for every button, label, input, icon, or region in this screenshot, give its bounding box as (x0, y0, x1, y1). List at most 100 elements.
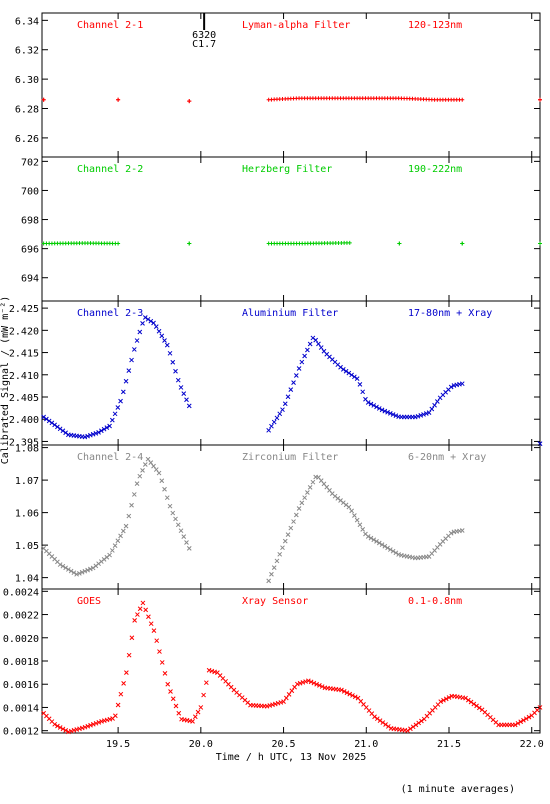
event-marker-class-label: C1.7 (192, 39, 216, 50)
y-tick-label: 1.06 (15, 509, 39, 520)
data-point (390, 412, 396, 417)
data-point (269, 571, 274, 577)
data-point (126, 652, 132, 658)
data-point (311, 680, 317, 686)
data-point (368, 401, 374, 407)
panel-frame (41, 12, 541, 158)
data-point (352, 513, 357, 518)
data-point (159, 333, 165, 339)
data-point (432, 402, 437, 408)
data-point (368, 535, 374, 541)
y-tick-label: 2.425 (9, 304, 39, 315)
data-point (156, 470, 162, 476)
panel-band-label: 120-123nm (408, 20, 462, 31)
data-point (382, 408, 388, 414)
panel-filter-label: Xray Sensor (242, 596, 308, 607)
panel-filter-label: Lyman-alpha Filter (242, 20, 350, 31)
data-point (360, 389, 366, 395)
y-tick-label: 6.34 (15, 16, 39, 27)
data-point (187, 241, 192, 246)
data-point (124, 670, 129, 675)
y-tick-label: 0.0022 (3, 611, 39, 622)
data-point (140, 600, 146, 606)
data-point (471, 701, 477, 707)
y-tick-label: 702 (21, 157, 39, 168)
panel-frame (41, 444, 541, 590)
data-point (352, 374, 357, 380)
data-point (175, 377, 181, 383)
data-point (132, 618, 138, 623)
data-point (354, 517, 360, 523)
data-point (379, 407, 385, 413)
data-point (523, 716, 529, 722)
data-point (357, 382, 363, 387)
data-point (79, 569, 85, 575)
data-point (181, 534, 187, 539)
data-point (274, 415, 280, 421)
data-point (55, 424, 60, 430)
data-point (286, 692, 292, 697)
data-point (60, 428, 66, 434)
data-point (285, 532, 291, 537)
data-point (71, 570, 77, 576)
data-point (184, 540, 189, 545)
data-point (305, 490, 310, 495)
data-point (85, 433, 90, 439)
data-point (118, 533, 123, 539)
data-point (41, 414, 47, 420)
data-point (349, 508, 354, 514)
data-point (352, 694, 358, 700)
data-point (387, 547, 393, 552)
data-point (350, 693, 355, 698)
panel-band-label: 190-222nm (408, 164, 462, 175)
data-point (120, 528, 126, 534)
y-tick-label: 2.405 (9, 393, 39, 404)
data-point (385, 545, 390, 551)
data-point (186, 546, 192, 551)
data-point (66, 567, 71, 572)
data-point (354, 376, 360, 382)
data-point (55, 723, 60, 729)
y-tick-label: 698 (21, 216, 39, 227)
footnote: (1 minute averages) (401, 784, 515, 795)
y-tick-label: 6.32 (15, 46, 39, 57)
data-point (190, 719, 195, 724)
data-point (396, 552, 401, 557)
data-point (52, 422, 57, 428)
data-point (88, 566, 93, 572)
data-point (448, 384, 454, 390)
data-point (60, 563, 66, 569)
data-point (140, 467, 145, 473)
data-point (460, 241, 465, 246)
data-point (173, 368, 178, 374)
data-point (176, 710, 182, 716)
data-point (277, 411, 283, 417)
x-tick-label: 21.0 (354, 739, 378, 750)
data-point (274, 558, 280, 564)
y-tick-label: 6.30 (15, 75, 39, 86)
data-point (476, 705, 482, 711)
data-point (198, 705, 204, 710)
data-point (459, 381, 465, 387)
data-point (112, 713, 118, 719)
data-point (96, 720, 102, 725)
data-point (131, 347, 137, 352)
data-point (74, 571, 79, 577)
data-point (116, 241, 121, 246)
data-point (57, 426, 63, 432)
data-point (416, 720, 422, 726)
y-tick-label: 0.0012 (3, 727, 39, 738)
data-point (109, 417, 115, 423)
data-point (98, 428, 104, 434)
data-point (459, 528, 465, 533)
data-point (347, 691, 353, 697)
data-point (537, 705, 543, 710)
data-point (126, 368, 132, 374)
data-point (129, 502, 134, 508)
data-point (349, 372, 354, 378)
data-point (379, 542, 385, 548)
data-point (107, 423, 112, 429)
data-point (319, 684, 325, 689)
